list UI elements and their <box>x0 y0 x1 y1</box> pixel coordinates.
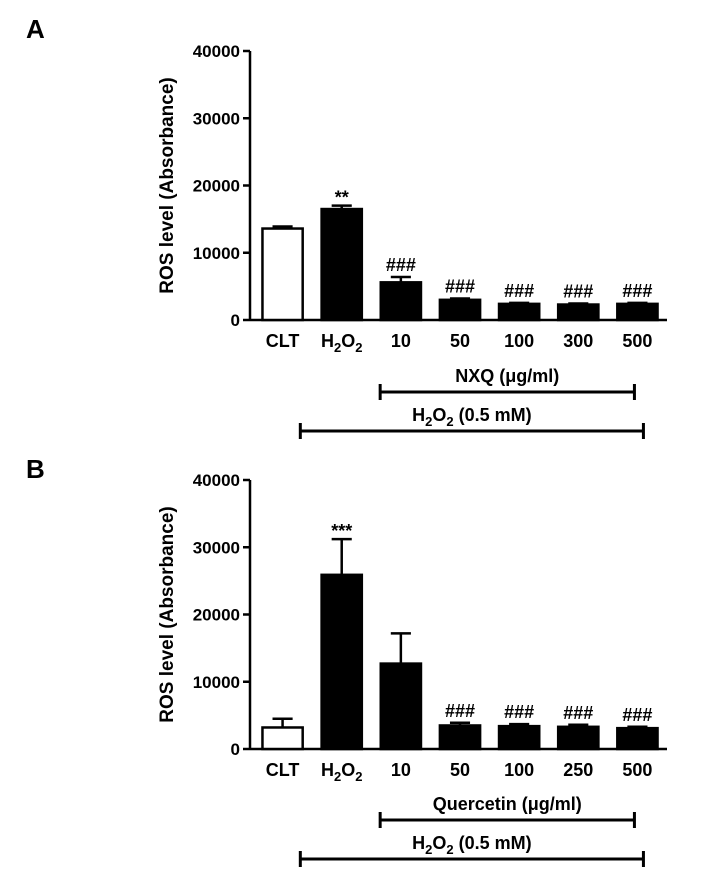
significance-label: ** <box>335 188 349 208</box>
y-tick-label: 10000 <box>193 673 240 692</box>
significance-label: ### <box>386 255 416 275</box>
chart-panel-b: B 0 10000 20000 30000 40000 ROS level (Absorba… <box>26 454 667 867</box>
y-tick-label: 40000 <box>193 471 240 490</box>
x-tick-label: H2O2 <box>321 760 362 784</box>
significance-label: ### <box>445 701 475 721</box>
bar <box>497 302 541 322</box>
bar <box>261 227 304 322</box>
y-tick-label: 20000 <box>193 177 240 196</box>
x-tick-label: 10 <box>391 760 411 780</box>
y-axis-label: ROS level (Absorbance) <box>157 506 178 722</box>
x-tick-label: 500 <box>622 331 652 351</box>
bracket-label: NXQ (μg/ml) <box>455 366 559 386</box>
bracket-label: H2O2 (0.5 mM) <box>412 405 532 429</box>
x-tick-label: 250 <box>563 760 593 780</box>
panel-label: A <box>26 14 45 44</box>
x-tick-label: 300 <box>563 331 593 351</box>
y-axis-label: ROS level (Absorbance) <box>157 77 178 293</box>
significance-label: ### <box>504 281 534 301</box>
bracket-label: Quercetin (μg/ml) <box>433 794 582 814</box>
y-tick-label: 0 <box>231 740 240 759</box>
y-tick-label: 30000 <box>193 109 240 128</box>
significance-label: ### <box>563 282 593 302</box>
bar <box>379 281 423 322</box>
bar <box>616 726 659 751</box>
x-tick-label: 50 <box>450 760 470 780</box>
x-tick-label: 100 <box>504 760 534 780</box>
significance-label: ### <box>563 703 593 723</box>
y-tick-label: 0 <box>231 311 240 330</box>
significance-label: ### <box>445 276 475 296</box>
bar <box>320 573 364 751</box>
x-tick-label: H2O2 <box>321 331 362 355</box>
x-tick-label: 10 <box>391 331 411 351</box>
significance-label: ### <box>504 702 534 722</box>
bar <box>320 207 364 322</box>
x-tick-label: 500 <box>622 760 652 780</box>
significance-label: *** <box>331 521 352 541</box>
bracket-label: H2O2 (0.5 mM) <box>412 833 532 857</box>
x-tick-label: CLT <box>266 760 300 780</box>
y-tick-label: 40000 <box>193 42 240 61</box>
bar <box>497 724 541 751</box>
y-tick-label: 30000 <box>193 538 240 557</box>
chart-panel-a: A 0 10000 20000 30000 40000 ROS level (Absorba… <box>26 14 667 439</box>
bar <box>438 724 482 751</box>
significance-label: ### <box>622 705 652 725</box>
significance-label: ### <box>622 281 652 301</box>
bar <box>261 726 304 751</box>
panel-label: B <box>26 454 45 484</box>
x-tick-label: CLT <box>266 331 300 351</box>
bar <box>556 725 600 751</box>
bar <box>616 302 659 322</box>
x-tick-label: 50 <box>450 331 470 351</box>
y-tick-label: 20000 <box>193 606 240 625</box>
y-tick-label: 10000 <box>193 244 240 263</box>
bar <box>556 303 600 322</box>
bar <box>438 298 482 322</box>
x-tick-label: 100 <box>504 331 534 351</box>
bar <box>379 662 423 751</box>
